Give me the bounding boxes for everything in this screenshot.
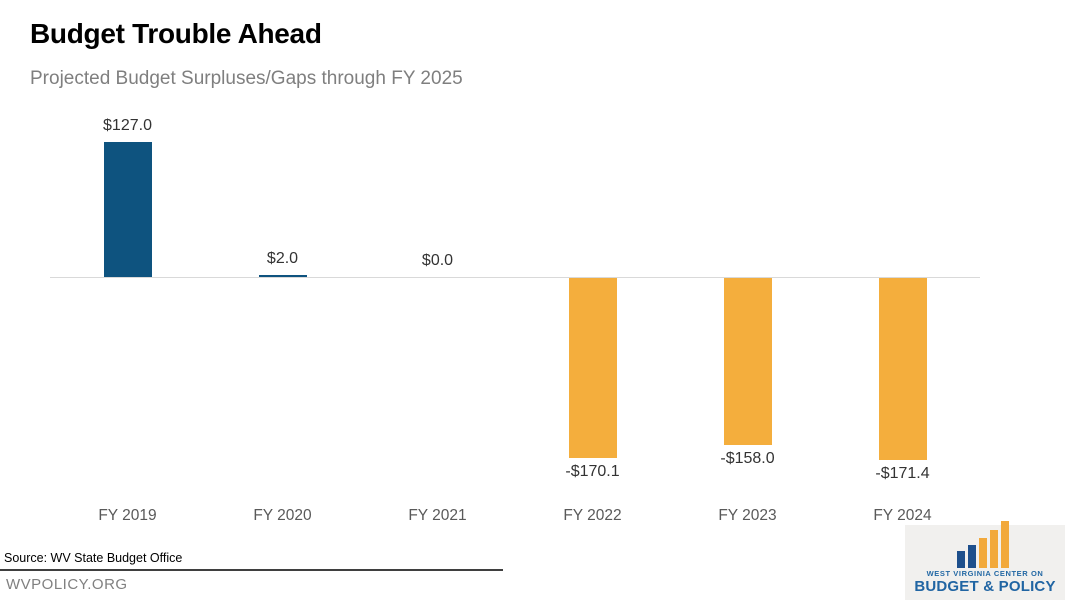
logo-bar-5 (1001, 521, 1009, 568)
page-subtitle: Projected Budget Surpluses/Gaps through … (30, 68, 463, 89)
value-label-fy-2019: $127.0 (103, 117, 152, 134)
logo-bar-1 (957, 551, 965, 568)
website-link[interactable]: WVPOLICY.ORG (6, 576, 128, 593)
bar-fy-2020 (258, 275, 307, 277)
page-title: Budget Trouble Ahead (30, 18, 322, 49)
logo-bar-4 (990, 530, 998, 568)
bar-fy-2019 (103, 142, 152, 277)
logo-bar-2 (968, 545, 976, 568)
value-label-fy-2021: $0.0 (421, 252, 454, 269)
org-logo: WEST VIRGINIA CENTER ON BUDGET & POLICY (905, 521, 1065, 600)
source-note: Source: WV State Budget Office (4, 551, 183, 565)
bar-fy-2024 (878, 278, 927, 460)
logo-bar-3 (979, 538, 987, 568)
logo-org-name-top: WEST VIRGINIA CENTER ON (926, 569, 1044, 578)
zero-baseline (50, 277, 980, 278)
axis-label-fy-2019: FY 2019 (98, 507, 157, 524)
axis-label-fy-2021: FY 2021 (408, 507, 467, 524)
axis-label-fy-2024: FY 2024 (873, 507, 932, 524)
value-label-fy-2020: $2.0 (266, 250, 299, 267)
footer-divider (0, 569, 503, 571)
axis-label-fy-2022: FY 2022 (563, 507, 622, 524)
logo-org-name-bottom: BUDGET & POLICY (914, 578, 1056, 595)
value-label-fy-2023: -$158.0 (720, 450, 775, 467)
bar-chart: $127.0 FY 2019 $2.0 FY 2020 $0.0 FY 2021 -$170… (50, 110, 980, 530)
logo-bars-icon (957, 521, 1009, 568)
axis-label-fy-2023: FY 2023 (718, 507, 777, 524)
bar-fy-2022 (568, 278, 617, 458)
value-label-fy-2022: -$170.1 (565, 463, 620, 480)
axis-label-fy-2020: FY 2020 (253, 507, 312, 524)
bar-fy-2023 (723, 278, 772, 445)
value-label-fy-2024: -$171.4 (875, 465, 930, 482)
